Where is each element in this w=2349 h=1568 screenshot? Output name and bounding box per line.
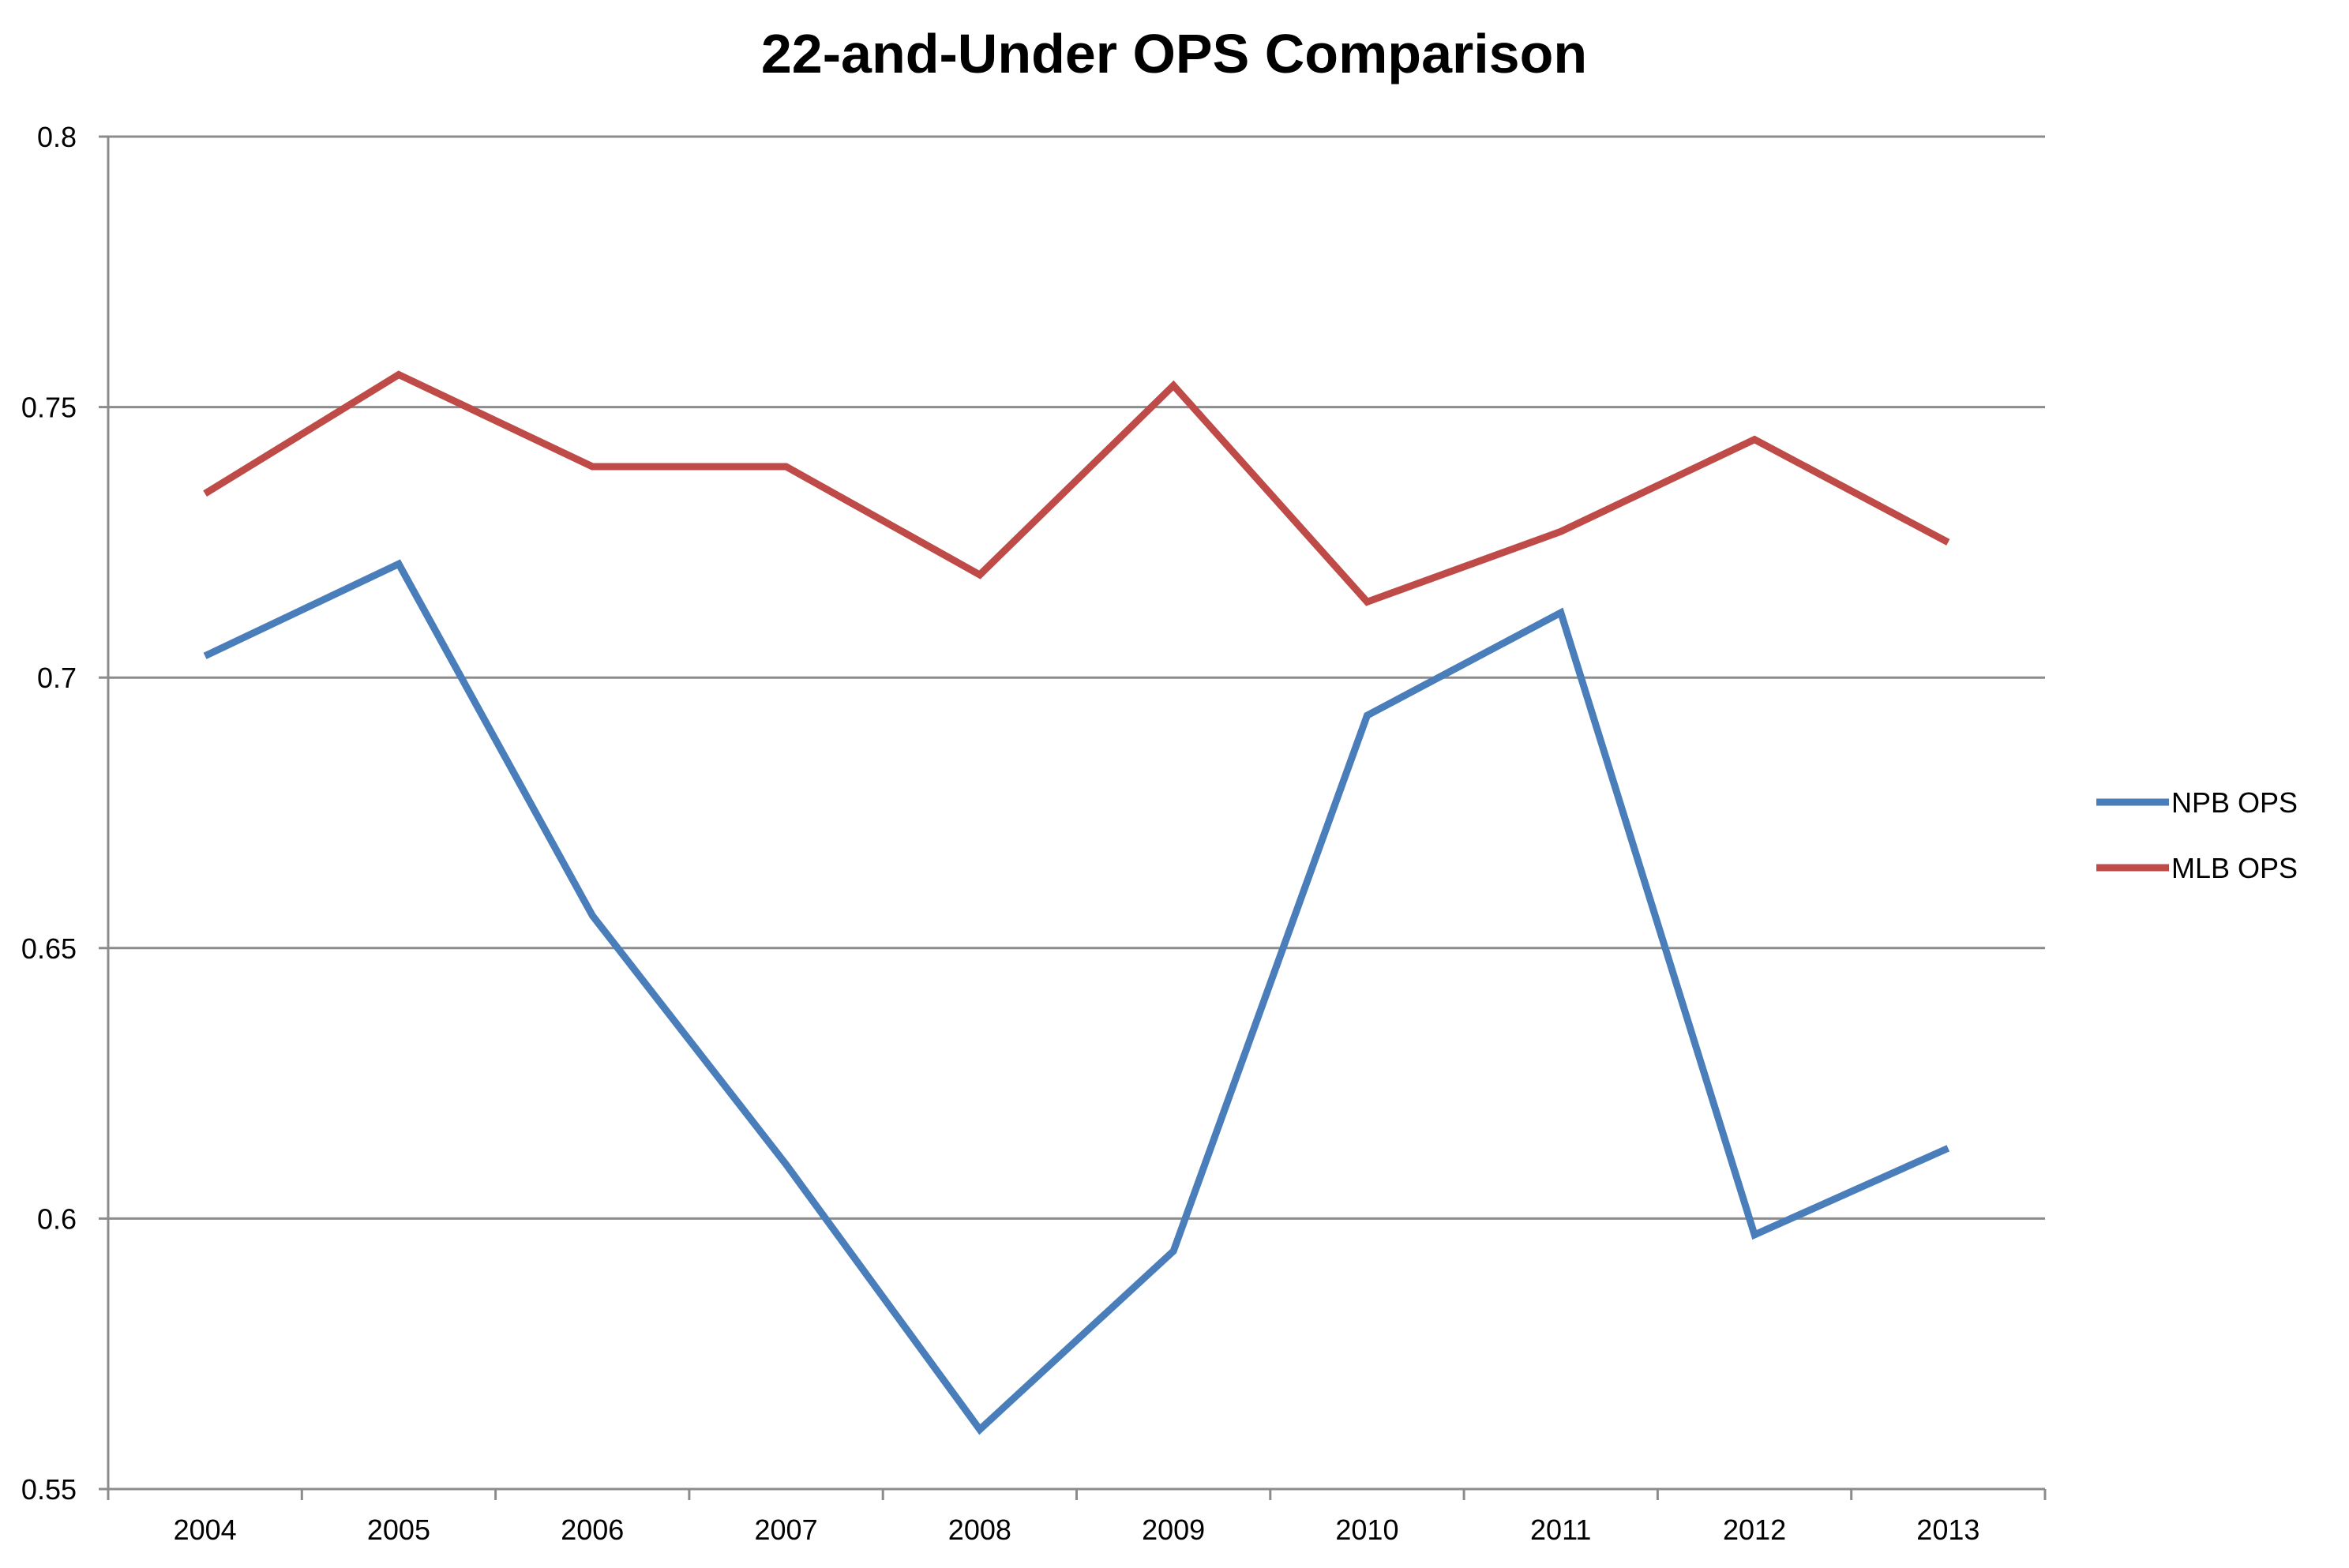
x-tick-label-2007: 2007 [755, 1514, 818, 1546]
y-tick-label: 0.65 [21, 932, 77, 965]
x-tick-label-2004: 2004 [174, 1514, 237, 1546]
y-tick-label: 0.6 [37, 1202, 77, 1235]
series-lines [203, 370, 1950, 1435]
y-tick-label: 0.55 [21, 1473, 77, 1506]
y-tick-label: 0.75 [21, 392, 77, 424]
legend: NPB OPS MLB OPS [2096, 786, 2298, 884]
x-tick-label-2011: 2011 [1530, 1514, 1591, 1546]
x-tick-label-2005: 2005 [367, 1514, 430, 1546]
legend-label-npb-ops: NPB OPS [2171, 786, 2298, 819]
y-tick-label: 0.8 [37, 121, 77, 153]
x-tick-label-2006: 2006 [561, 1514, 624, 1546]
x-tick-label-2012: 2012 [1723, 1514, 1786, 1546]
x-tick-label-2008: 2008 [948, 1514, 1011, 1546]
x-tick-label-2009: 2009 [1142, 1514, 1205, 1546]
x-tick-label-2013: 2013 [1916, 1514, 1979, 1546]
axes: 0.8 0.75 0.7 0.65 0.6 0.55 2004 2005 2006 2007 200… [21, 121, 2047, 1546]
y-tick-label: 0.7 [37, 662, 77, 694]
series-line-mlb-ops [203, 370, 1950, 606]
legend-label-mlb-ops: MLB OPS [2171, 852, 2298, 884]
chart-title: 22-and-Under OPS Comparison [761, 23, 1587, 84]
series-line-npb-ops [203, 559, 1950, 1435]
gridlines [108, 135, 2045, 1220]
x-tick-label-2010: 2010 [1335, 1514, 1398, 1546]
